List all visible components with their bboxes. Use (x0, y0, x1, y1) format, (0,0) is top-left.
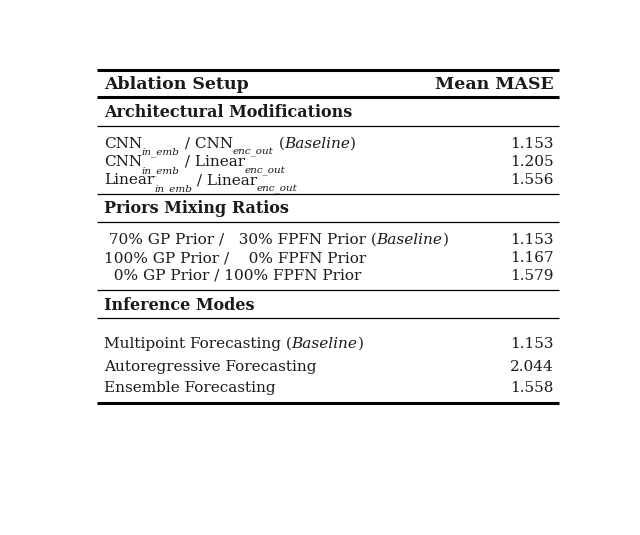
Text: Architectural Modifications: Architectural Modifications (104, 104, 352, 121)
Text: 1.205: 1.205 (510, 155, 554, 169)
Text: 70% GP Prior /   30% FPFN Prior (: 70% GP Prior / 30% FPFN Prior ( (104, 233, 377, 247)
Text: 1.167: 1.167 (510, 251, 554, 265)
Text: 100% GP Prior /    0% FPFN Prior: 100% GP Prior / 0% FPFN Prior (104, 251, 366, 265)
Text: Multipoint Forecasting (: Multipoint Forecasting ( (104, 337, 292, 351)
Text: Linear: Linear (104, 173, 154, 187)
Text: Baseline: Baseline (284, 136, 350, 150)
Text: ): ) (442, 233, 449, 247)
Text: enc_out: enc_out (245, 166, 285, 175)
Text: Mean MASE: Mean MASE (435, 76, 554, 93)
Text: in_emb: in_emb (142, 166, 180, 176)
Text: Inference Modes: Inference Modes (104, 297, 254, 314)
Text: 1.153: 1.153 (510, 136, 554, 150)
Text: 1.153: 1.153 (510, 233, 554, 247)
Text: Ablation Setup: Ablation Setup (104, 76, 248, 93)
Text: Baseline: Baseline (377, 233, 442, 247)
Text: (: ( (273, 136, 284, 150)
Text: 0% GP Prior / 100% FPFN Prior: 0% GP Prior / 100% FPFN Prior (104, 269, 361, 283)
Text: Baseline: Baseline (292, 337, 358, 351)
Text: 1.153: 1.153 (510, 337, 554, 351)
Text: Ensemble Forecasting: Ensemble Forecasting (104, 380, 275, 395)
Text: Autoregressive Forecasting: Autoregressive Forecasting (104, 360, 316, 374)
Text: 1.556: 1.556 (510, 173, 554, 187)
Text: / CNN: / CNN (180, 136, 233, 150)
Text: in_emb: in_emb (142, 148, 180, 157)
Text: 1.579: 1.579 (510, 269, 554, 283)
Text: ): ) (350, 136, 356, 150)
Text: enc_out: enc_out (233, 148, 273, 157)
Text: Priors Mixing Ratios: Priors Mixing Ratios (104, 201, 289, 217)
Text: / Linear: / Linear (192, 173, 257, 187)
Text: / Linear: / Linear (180, 155, 245, 169)
Text: in_emb: in_emb (154, 185, 192, 194)
Text: CNN: CNN (104, 155, 142, 169)
Text: enc_out: enc_out (257, 185, 298, 194)
Text: CNN: CNN (104, 136, 142, 150)
Text: ): ) (358, 337, 364, 351)
Text: 2.044: 2.044 (510, 360, 554, 374)
Text: 1.558: 1.558 (510, 380, 554, 395)
